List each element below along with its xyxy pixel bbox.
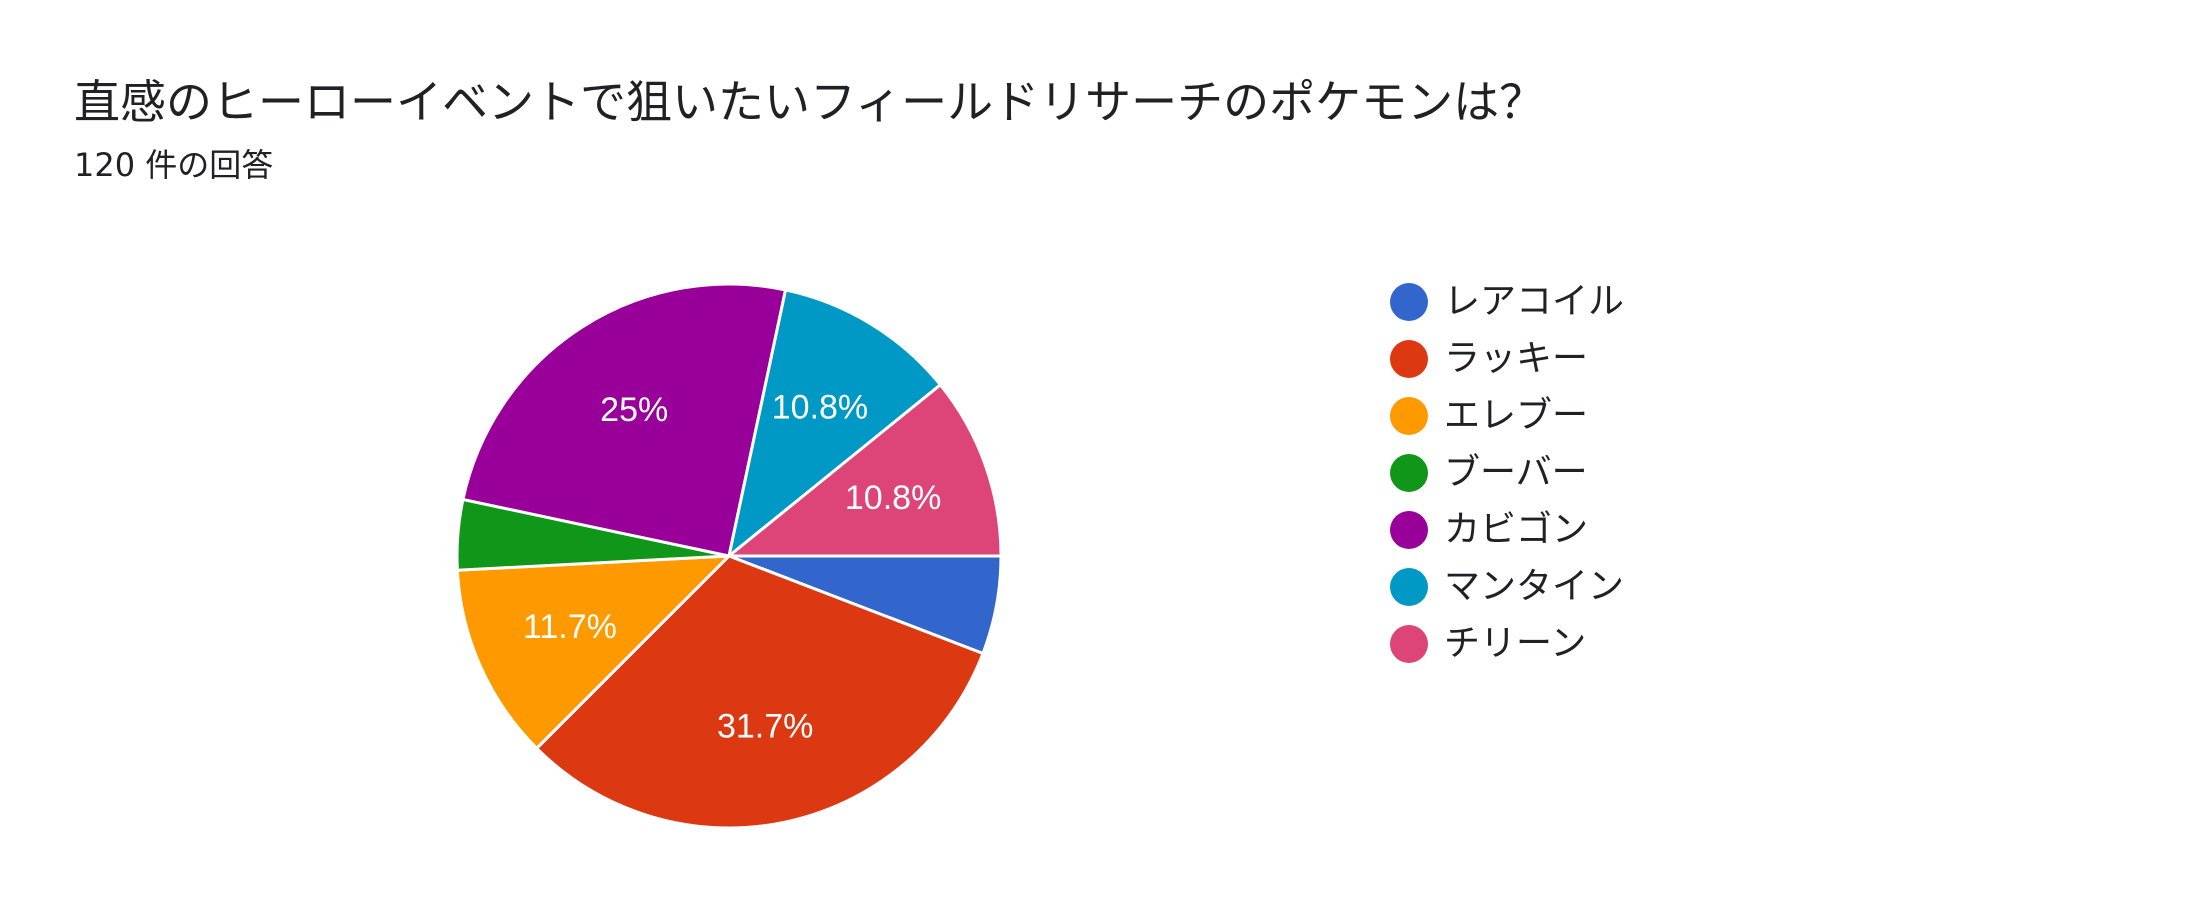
legend-swatch-1 [1390,282,1428,321]
legend-item-3[interactable]: エレブー [1390,387,1624,444]
pie-labels: 31.7% 11.7% 25% 10.8% 10.8% [523,389,941,746]
pie-slice-3[interactable] [455,554,733,751]
pie-slice-label-2: 31.7% [717,707,813,745]
legend-label-5: カビゴン [1444,508,1589,550]
legend-item-7[interactable]: チリーン [1390,615,1624,672]
legend-label-2: ラッキー [1444,337,1589,379]
legend-item-4[interactable]: ブーバー [1390,444,1624,501]
pie-chart: 31.7% 11.7% 25% 10.8% 10.8% [455,282,1003,830]
response-count: 120 件の回答 [74,146,274,184]
pie-slice-label-7: 10.8% [845,479,941,517]
pie-slice-7[interactable] [724,382,1003,558]
legend-item-1[interactable]: レアコイル [1390,273,1624,330]
legend-swatch-3 [1390,396,1428,435]
legend-label-1: レアコイル [1444,280,1625,322]
legend-label-6: マンタイン [1444,565,1625,607]
pie-slice-5[interactable] [461,282,788,558]
legend-swatch-6 [1390,567,1428,606]
legend-swatch-2 [1390,339,1428,378]
legend-item-5[interactable]: カビゴン [1390,501,1624,558]
legend-label-4: ブーバー [1444,451,1588,493]
pie-slice-label-6: 10.8% [772,389,868,427]
pie-slice-6[interactable] [726,288,943,560]
legend-item-2[interactable]: ラッキー [1390,330,1624,387]
pie-slices [455,282,1003,830]
chart-title: 直感のヒーローイベントで狙いたいフィールドリサーチのポケモンは？ [74,75,1546,129]
legend-label-3: エレブー [1444,394,1589,436]
legend-label-7: チリーン [1444,622,1587,664]
legend-swatch-7 [1390,624,1428,663]
legend-item-6[interactable]: マンタイン [1390,558,1624,615]
legend: レアコイルラッキーエレブーブーバーカビゴンマンタインチリーン [1390,273,1624,672]
legend-swatch-5 [1390,510,1428,549]
legend-swatch-4 [1390,453,1428,492]
pie-slice-label-3: 11.7% [523,608,617,646]
pie-slice-label-5: 25% [600,391,668,429]
pie-slice-2[interactable] [534,554,985,830]
